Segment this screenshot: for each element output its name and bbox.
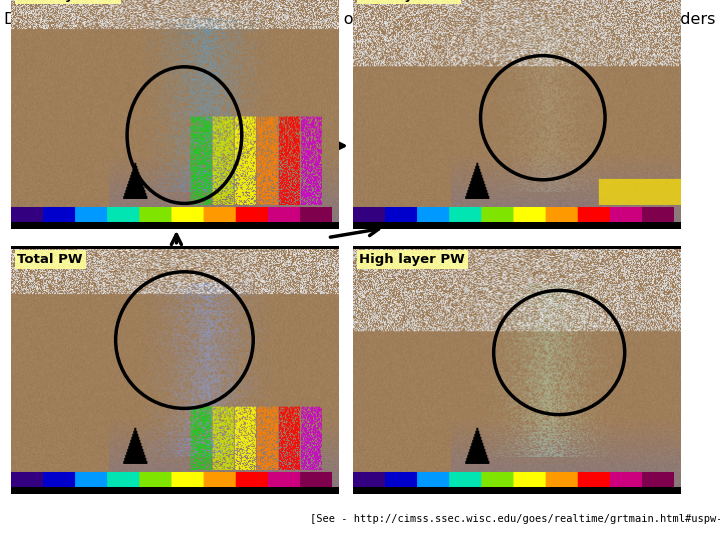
Text: Low layer PW: Low layer PW xyxy=(17,0,119,2)
Text: Note how ovals
of relative
maximum PW,
over US, shift
with height.: Note how ovals of relative maximum PW, o… xyxy=(567,276,664,350)
Text: Mid layer PW: Mid layer PW xyxy=(359,0,458,2)
Text: Differentiation of the three vertical layers of precipitable water from the GOES: Differentiation of the three vertical la… xyxy=(4,12,716,27)
Text: [See - http://cimss.ssec.wisc.edu/goes/realtime/grtmain.html#uspw-31]: [See - http://cimss.ssec.wisc.edu/goes/r… xyxy=(310,514,720,524)
Text: High layer PW: High layer PW xyxy=(359,253,465,266)
Text: Total PW: Total PW xyxy=(17,253,83,266)
Text: 16 UT  15 Dec 2003: 16 UT 15 Dec 2003 xyxy=(441,24,596,38)
